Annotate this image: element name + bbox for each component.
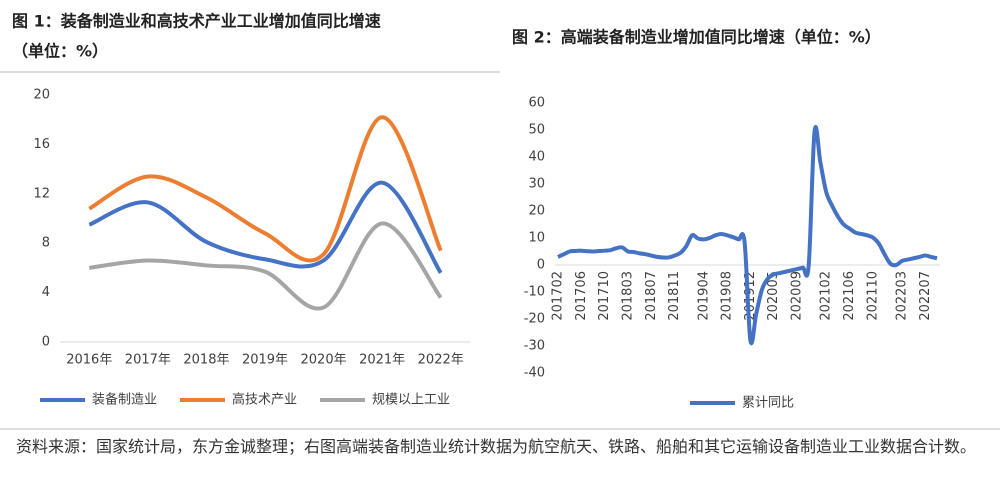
series-line <box>89 221 443 311</box>
x-tick-label: 201710 <box>597 271 612 321</box>
x-tick-label: 202110 <box>865 271 880 321</box>
x-tick-label: 2022年 <box>418 353 464 368</box>
y-tick-label: 30 <box>528 177 545 192</box>
x-tick-label: 202009 <box>790 271 805 321</box>
x-tick-label: 201904 <box>696 271 711 321</box>
y-tick-label: -20 <box>524 312 545 327</box>
x-tick-label: 202106 <box>842 271 857 321</box>
legend-label: 高技术产业 <box>232 392 297 408</box>
y-tick-label: 12 <box>33 186 50 201</box>
y-tick-label: 50 <box>528 123 545 138</box>
charts: 图 1：装备制造业和高技术产业工业增加值同比增速 （单位：%） 图 2：高端装备… <box>0 12 1000 430</box>
x-tick-label: 202005 <box>766 271 781 321</box>
source-note: 资料来源：国家统计局，东方金诚整理；右图高端装备制造业统计数据为航空航天、铁路、… <box>16 437 977 456</box>
x-tick-label: 201908 <box>720 271 735 321</box>
x-tick-label: 201811 <box>667 271 682 321</box>
chart-title: 图 1：装备制造业和高技术产业工业增加值同比增速 <box>12 12 381 31</box>
y-tick-label: 8 <box>42 236 50 251</box>
x-tick-label: 202203 <box>895 271 910 321</box>
x-tick-label: 2019年 <box>242 353 288 368</box>
x-tick-label: 2016年 <box>66 353 112 368</box>
x-tick-label: 201706 <box>574 271 589 321</box>
series-line <box>557 125 938 346</box>
y-tick-label: 0 <box>537 258 545 273</box>
x-tick-label: 2021年 <box>359 353 405 368</box>
y-tick-label: 16 <box>33 137 50 152</box>
x-tick-label: 201803 <box>620 271 635 321</box>
chart-subtitle: （单位：%） <box>12 42 108 61</box>
y-tick-label: -40 <box>524 366 545 381</box>
y-tick-label: 4 <box>42 285 50 300</box>
chart-title: 图 2：高端装备制造业增加值同比增速（单位：%） <box>512 28 881 47</box>
x-tick-label: 201807 <box>644 271 659 321</box>
y-tick-label: -30 <box>524 339 545 354</box>
legend-label: 累计同比 <box>742 396 794 411</box>
x-tick-label: 2020年 <box>301 353 347 368</box>
y-tick-label: 0 <box>42 335 50 350</box>
x-tick-label: 2017年 <box>125 353 171 368</box>
legend-label: 装备制造业 <box>92 392 157 408</box>
y-tick-label: -10 <box>524 285 545 300</box>
legend-label: 规模以上工业 <box>372 393 450 408</box>
y-tick-label: 20 <box>33 88 50 103</box>
x-tick-label: 201702 <box>551 271 566 321</box>
x-tick-label: 202102 <box>819 271 834 321</box>
x-tick-label: 2018年 <box>183 353 229 368</box>
y-tick-label: 10 <box>528 231 545 246</box>
y-tick-label: 20 <box>528 204 545 219</box>
series-line <box>88 180 443 274</box>
y-tick-label: 60 <box>528 96 545 111</box>
series-line <box>88 115 443 263</box>
y-tick-label: 40 <box>528 150 545 165</box>
x-tick-label: 202207 <box>918 271 933 321</box>
